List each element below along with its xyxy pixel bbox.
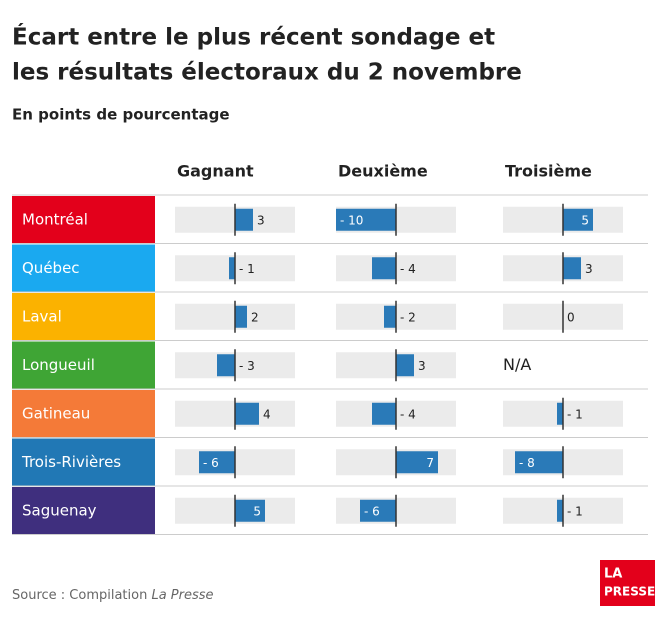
value-label: - 3 bbox=[239, 359, 255, 373]
row-label: Trois-Rivières bbox=[21, 453, 121, 471]
value-label: 5 bbox=[581, 213, 589, 227]
value-label: - 10 bbox=[340, 213, 363, 227]
column-header: Troisième bbox=[505, 162, 592, 181]
city-box bbox=[12, 293, 155, 340]
value-label: 3 bbox=[418, 359, 426, 373]
bar bbox=[235, 499, 265, 522]
city-box bbox=[12, 341, 155, 389]
bar bbox=[557, 402, 563, 425]
city-box bbox=[12, 438, 155, 486]
row-label: Longueuil bbox=[22, 356, 95, 374]
bar bbox=[396, 354, 414, 377]
bar bbox=[360, 499, 396, 522]
city-box bbox=[12, 390, 155, 437]
chart-title: Écart entre le plus récent sondage et bbox=[12, 23, 495, 51]
bar bbox=[563, 208, 593, 231]
bar bbox=[515, 451, 563, 474]
bar bbox=[235, 402, 259, 425]
value-label: 3 bbox=[585, 262, 593, 276]
value-label: - 6 bbox=[364, 504, 380, 518]
value-label: - 4 bbox=[400, 262, 416, 276]
bar bbox=[396, 451, 438, 474]
bar bbox=[199, 451, 235, 474]
row-label: Québec bbox=[22, 259, 80, 277]
bar bbox=[384, 305, 396, 328]
row-label: Laval bbox=[22, 307, 62, 325]
row-label: Montréal bbox=[22, 210, 88, 228]
row-label: Gatineau bbox=[22, 404, 90, 422]
city-box bbox=[12, 196, 155, 243]
bar bbox=[229, 257, 235, 280]
value-label: 2 bbox=[251, 310, 259, 324]
bar bbox=[563, 257, 581, 280]
value-label: - 4 bbox=[400, 407, 416, 421]
value-label: - 6 bbox=[203, 456, 219, 470]
value-label: - 1 bbox=[567, 504, 583, 518]
city-box bbox=[12, 244, 155, 292]
value-label: 3 bbox=[257, 213, 265, 227]
value-label: 4 bbox=[263, 407, 271, 421]
value-label: - 2 bbox=[400, 310, 416, 324]
source: Source : Compilation La Presse bbox=[12, 588, 214, 603]
column-header: Deuxième bbox=[338, 162, 428, 181]
value-label: - 1 bbox=[239, 262, 255, 276]
bar bbox=[372, 257, 396, 280]
value-label: 5 bbox=[253, 504, 261, 518]
row-label: Saguenay bbox=[22, 501, 97, 519]
bar bbox=[235, 305, 247, 328]
logo-box bbox=[600, 560, 655, 606]
bar bbox=[372, 402, 396, 425]
bar bbox=[336, 208, 396, 231]
value-label: 7 bbox=[426, 456, 434, 470]
column-header: Gagnant bbox=[177, 162, 254, 181]
city-box bbox=[12, 487, 155, 534]
chart-title: les résultats électoraux du 2 novembre bbox=[12, 60, 522, 86]
source-text: Source : Compilation bbox=[12, 588, 151, 603]
bar bbox=[217, 354, 235, 377]
value-label: N/A bbox=[503, 355, 531, 374]
bar bbox=[557, 499, 563, 522]
value-label: - 8 bbox=[519, 456, 535, 470]
value-label: - 1 bbox=[567, 407, 583, 421]
bar bbox=[235, 208, 253, 231]
logo-text: PRESSE bbox=[604, 585, 655, 599]
chart-subtitle: En points de pourcentage bbox=[12, 106, 230, 124]
source-text: La Presse bbox=[151, 588, 213, 603]
logo-text: LA bbox=[604, 567, 622, 582]
value-label: 0 bbox=[567, 310, 575, 324]
